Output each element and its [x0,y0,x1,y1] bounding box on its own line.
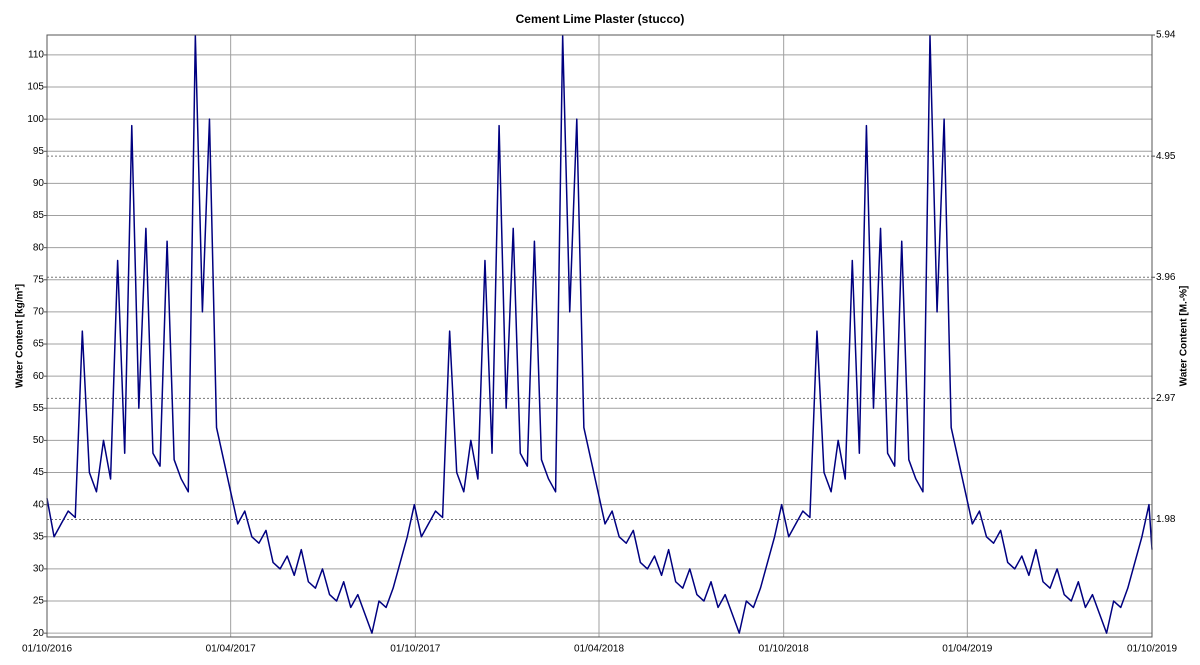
y-tick-label: 110 [28,50,44,61]
y-tick-label: 85 [33,210,45,221]
y-axis-title: Water Content [kg/m³] [15,284,26,388]
y-tick-label: 75 [33,274,45,285]
y-tick-label: 80 [33,242,45,253]
x-tick-label: 01/10/2016 [22,644,72,655]
y2-tick-label: 3.96 [1156,272,1176,283]
y-tick-label: 30 [33,564,45,575]
y2-tick-label: 1.98 [1156,514,1176,525]
data-line [46,34,1153,634]
chart-title: Cement Lime Plaster (stucco) [516,12,685,26]
y-tick-label: 90 [33,178,45,189]
y-tick-label: 35 [33,531,45,542]
y-tick-label: 70 [33,307,45,318]
x-tick-label: 01/04/2019 [942,644,992,655]
plot-frame [46,34,1153,638]
y-tick-label: 50 [33,435,45,446]
y2-tick-label: 5.94 [1156,30,1176,41]
y-tick-label: 100 [27,114,44,125]
y-tick-label: 40 [33,499,45,510]
x-tick-label: 01/04/2018 [574,644,624,655]
y-tick-label: 25 [33,596,45,607]
plot [46,34,1153,634]
x-tick-label: 01/04/2017 [206,644,256,655]
y-tick-label: 45 [33,467,45,478]
y-tick-label: 95 [33,146,45,157]
x-tick-label: 01/10/2019 [1127,644,1177,655]
y-tick-label: 60 [33,371,45,382]
x-tick-label: 01/10/2018 [759,644,809,655]
y-tick-label: 20 [33,628,45,639]
x-tick-label: 01/10/2017 [390,644,440,655]
y2-tick-label: 2.97 [1156,393,1176,404]
y-tick-label: 55 [33,403,45,414]
y-tick-label: 105 [27,82,44,93]
y2-axis-title: Water Content [M.-%] [1179,286,1190,387]
y-tick-label: 65 [33,339,45,350]
y2-tick-label: 4.95 [1156,151,1176,162]
